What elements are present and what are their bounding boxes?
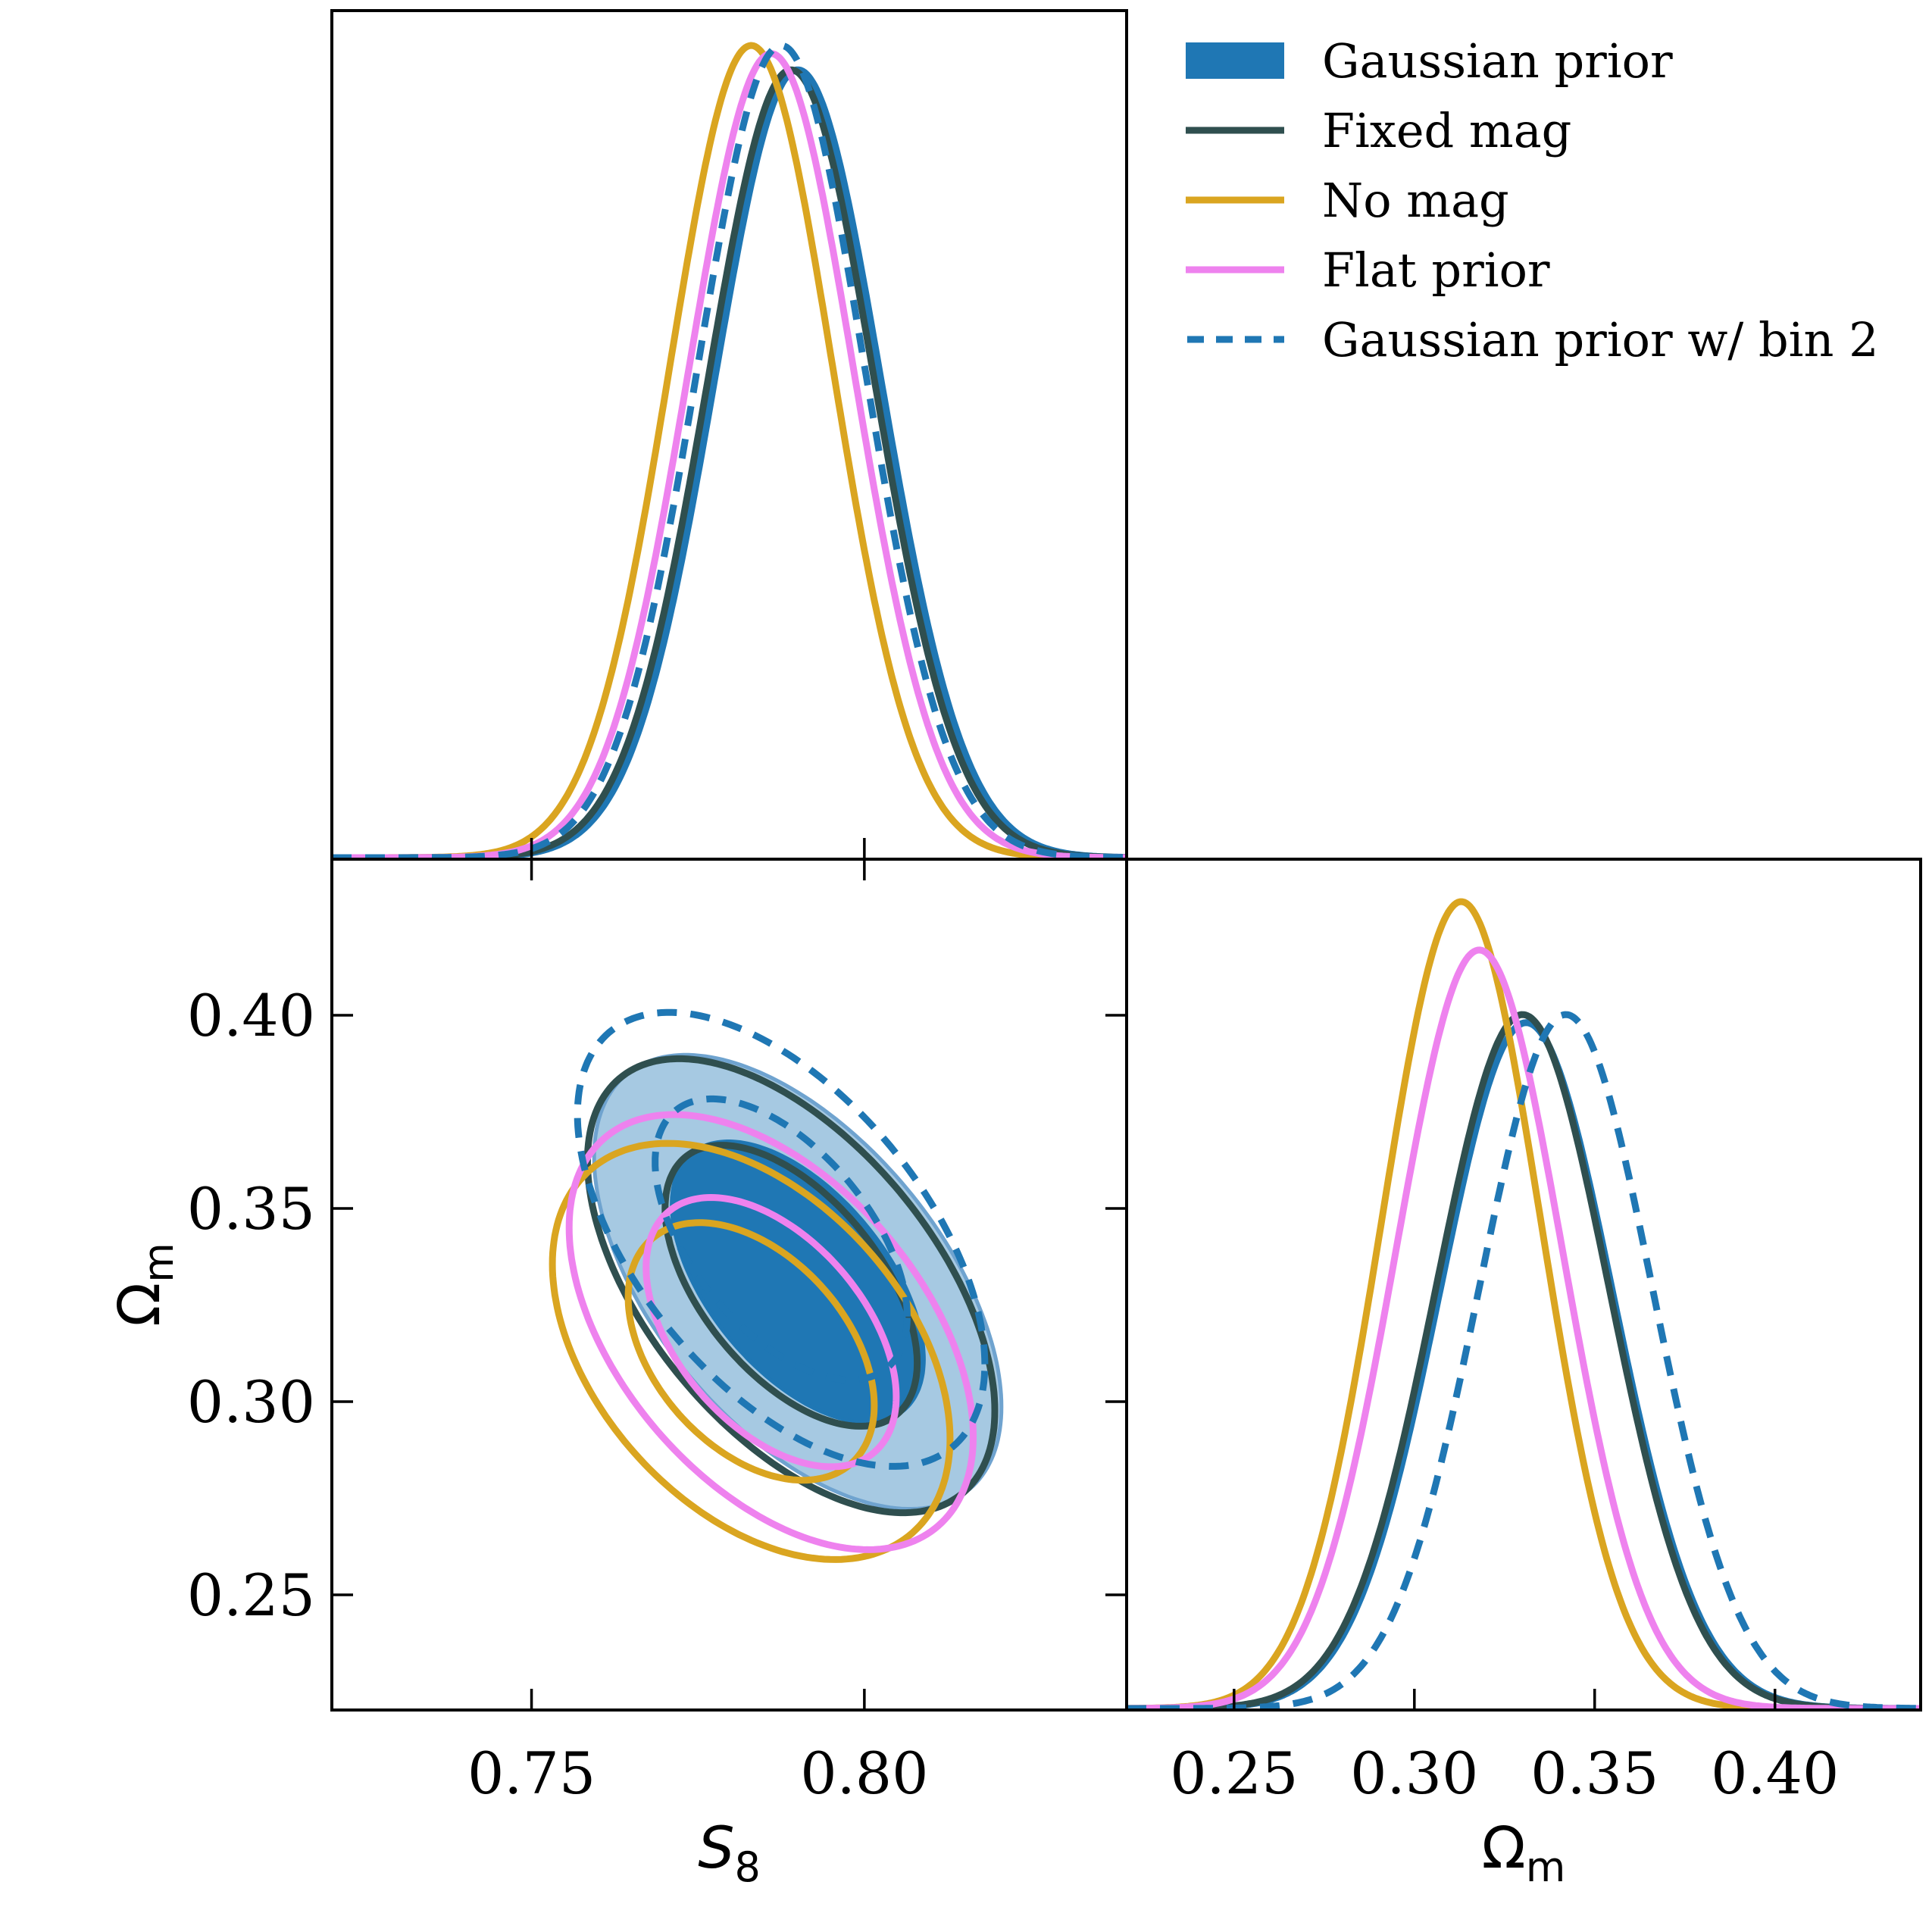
s8-marginal-curve-gaussian-prior-w-bin-2	[332, 42, 1127, 859]
tick-label-omegam-x: 0.35	[1530, 1740, 1658, 1807]
x-axis-title-omegam: Ωm	[1482, 1814, 1566, 1891]
omegam-marginal-curve-fixed-mag	[1127, 1011, 1921, 1710]
tick-label-omegam-y: 0.35	[187, 1175, 315, 1243]
axes-frames	[330, 9, 1922, 1712]
omegam-marginal-curve-flat-prior	[1127, 946, 1921, 1710]
tick-label-omegam-y: 0.25	[187, 1562, 315, 1629]
tick-label-s8: 0.75	[467, 1740, 596, 1807]
legend-label: Gaussian prior w/ bin 2	[1322, 312, 1879, 367]
frame-omegam-marginal	[1125, 858, 1922, 1712]
y-axis-title-omegam: Ωm	[105, 1243, 183, 1327]
legend-item-fixed-mag: Fixed mag	[1186, 103, 1571, 158]
legend-item-gaussian-prior: Gaussian prior	[1186, 33, 1673, 89]
omegam-marginal-panel	[1127, 898, 1921, 1710]
tick-label-omegam-x: 0.30	[1350, 1740, 1478, 1807]
legend-label: Fixed mag	[1322, 103, 1571, 158]
tick-label-omegam-y: 0.30	[187, 1368, 315, 1436]
axis-ticks: 0.75 0.80 0.25 0.25 0.30 0.30 0.35 0.35 0.40 0.40	[187, 838, 1839, 1807]
contour-68-no-mag	[624, 1219, 878, 1484]
s8-omegam-contour-panel	[549, 1008, 1004, 1563]
omegam-marginal-curve-gaussian-prior-w-bin-2	[1127, 1011, 1921, 1710]
s8-marginal-curve-no-mag	[332, 42, 1127, 859]
legend-label: No mag	[1322, 173, 1509, 228]
tick-label-s8: 0.80	[800, 1740, 928, 1807]
contour-68-fixed-mag	[661, 1142, 921, 1430]
x-axis-title-s8: S8	[698, 1814, 761, 1891]
contour-68-flat-prior	[642, 1193, 900, 1471]
legend-item-no-mag: No mag	[1186, 173, 1509, 228]
axis-labels: S8 Ωm Ωm	[105, 1243, 1565, 1891]
legend: Gaussian prior Fixed mag No mag Flat prior G…	[1186, 33, 1879, 367]
s8-marginal-panel	[332, 42, 1127, 859]
tick-label-omegam-y: 0.40	[187, 982, 315, 1049]
contour-95-no-mag	[549, 1140, 954, 1563]
legend-handle-gaussian-prior	[1186, 42, 1284, 79]
legend-item-gaussian-prior-w-bin-2: Gaussian prior w/ bin 2	[1187, 312, 1879, 367]
tick-label-omegam-x: 0.40	[1711, 1740, 1839, 1807]
legend-label: Gaussian prior	[1322, 33, 1673, 89]
tick-label-omegam-x: 0.25	[1170, 1740, 1298, 1807]
legend-label: Flat prior	[1322, 242, 1550, 298]
legend-item-flat-prior: Flat prior	[1186, 242, 1550, 298]
s8-marginal-curve-flat-prior	[332, 50, 1127, 859]
contour-68-gaussian-prior-w-bin-2	[652, 1095, 911, 1383]
